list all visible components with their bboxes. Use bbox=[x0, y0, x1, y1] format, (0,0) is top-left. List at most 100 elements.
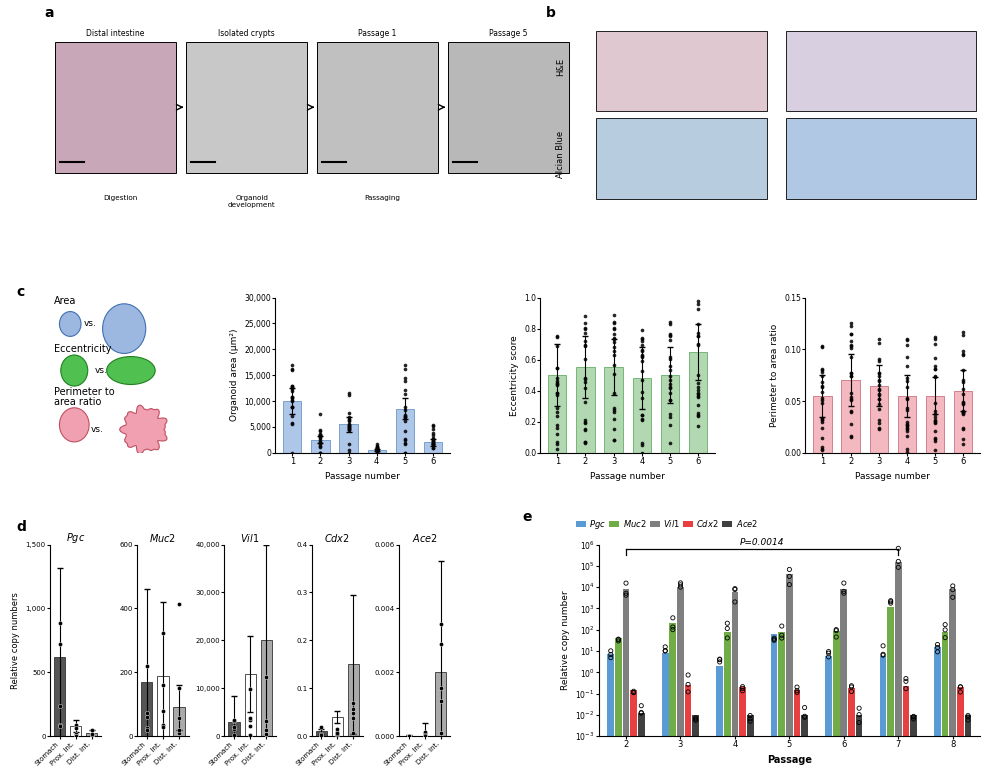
Point bbox=[284, 394, 300, 407]
Point bbox=[930, 646, 946, 658]
Point bbox=[242, 720, 258, 732]
Bar bbox=[724, 632, 731, 736]
Point bbox=[577, 353, 593, 365]
Point bbox=[577, 424, 593, 436]
Point bbox=[312, 431, 328, 443]
Point bbox=[341, 423, 357, 436]
Point bbox=[606, 344, 622, 357]
Point bbox=[843, 406, 859, 419]
Bar bbox=[70, 726, 81, 736]
Point bbox=[258, 724, 274, 736]
Point bbox=[871, 398, 887, 410]
Point bbox=[906, 710, 922, 722]
Text: P=0.0014: P=0.0014 bbox=[740, 538, 784, 547]
Point bbox=[577, 339, 593, 352]
Point bbox=[821, 647, 837, 660]
Point bbox=[226, 715, 242, 727]
Point bbox=[735, 682, 751, 694]
Title: $\it{Pgc}$: $\it{Pgc}$ bbox=[66, 531, 85, 545]
Point bbox=[397, 425, 413, 437]
Point bbox=[662, 318, 678, 330]
Point bbox=[345, 703, 361, 715]
Point bbox=[606, 412, 622, 425]
Point bbox=[549, 422, 565, 434]
Point bbox=[284, 385, 300, 398]
Point bbox=[899, 417, 915, 429]
Point bbox=[425, 419, 441, 432]
Bar bbox=[898, 396, 916, 453]
Point bbox=[927, 414, 943, 426]
Point bbox=[577, 339, 593, 352]
Point bbox=[899, 446, 915, 459]
Point bbox=[284, 360, 300, 372]
Bar bbox=[870, 385, 888, 453]
Point bbox=[397, 388, 413, 401]
Point bbox=[899, 415, 915, 428]
Bar bbox=[747, 715, 754, 736]
Point bbox=[313, 729, 329, 742]
Point bbox=[955, 374, 971, 386]
Point bbox=[871, 379, 887, 391]
Point bbox=[871, 393, 887, 405]
Point bbox=[341, 412, 357, 425]
FancyBboxPatch shape bbox=[186, 42, 307, 173]
Point bbox=[577, 436, 593, 449]
Point bbox=[955, 329, 971, 341]
Point bbox=[312, 436, 328, 448]
Point bbox=[690, 298, 706, 310]
Point bbox=[789, 686, 805, 698]
Point bbox=[742, 709, 758, 722]
Text: b: b bbox=[545, 5, 555, 19]
Point bbox=[606, 332, 622, 344]
Point bbox=[284, 392, 300, 405]
Point bbox=[68, 722, 84, 734]
Point bbox=[742, 712, 758, 725]
Point bbox=[603, 649, 619, 661]
Point bbox=[899, 419, 915, 432]
Point bbox=[657, 641, 673, 653]
Point bbox=[226, 722, 242, 735]
Point bbox=[425, 437, 441, 450]
Point bbox=[577, 327, 593, 339]
Point bbox=[341, 388, 357, 400]
Point bbox=[549, 330, 565, 343]
Point bbox=[345, 727, 361, 739]
Point bbox=[634, 374, 650, 387]
Point bbox=[899, 381, 915, 394]
Point bbox=[171, 682, 187, 694]
Point bbox=[955, 406, 971, 419]
Point bbox=[843, 394, 859, 407]
Point bbox=[341, 418, 357, 430]
Point bbox=[898, 683, 914, 695]
Point bbox=[960, 711, 976, 723]
Point bbox=[401, 730, 417, 742]
Point bbox=[329, 725, 345, 738]
Point bbox=[690, 377, 706, 389]
Point bbox=[883, 595, 899, 608]
Point bbox=[927, 351, 943, 363]
Point bbox=[433, 637, 449, 649]
Point bbox=[171, 726, 187, 739]
Point bbox=[927, 425, 943, 437]
X-axis label: Passage number: Passage number bbox=[590, 471, 665, 480]
Point bbox=[927, 435, 943, 447]
Text: area ratio: area ratio bbox=[54, 397, 101, 407]
Point bbox=[84, 728, 100, 740]
Point bbox=[312, 440, 328, 453]
Point bbox=[955, 363, 971, 376]
Point bbox=[329, 729, 345, 742]
Point bbox=[417, 729, 433, 742]
Point bbox=[875, 648, 891, 660]
Text: vs.: vs. bbox=[91, 425, 104, 434]
Point bbox=[898, 673, 914, 685]
Point bbox=[766, 633, 782, 646]
Point bbox=[258, 715, 274, 727]
Point bbox=[425, 438, 441, 450]
Point bbox=[610, 635, 626, 647]
Point bbox=[52, 638, 68, 650]
Point bbox=[814, 386, 830, 398]
Point bbox=[814, 340, 830, 353]
Point bbox=[871, 355, 887, 367]
Point bbox=[843, 340, 859, 353]
Bar bbox=[633, 378, 651, 453]
